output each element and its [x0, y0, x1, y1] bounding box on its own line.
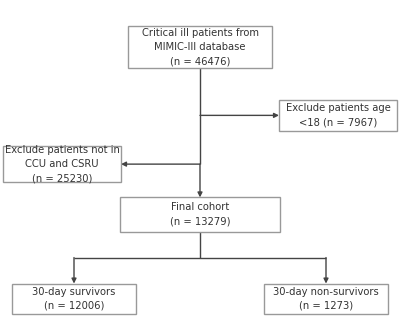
Text: 30-day non-survivors
(n = 1273): 30-day non-survivors (n = 1273): [273, 287, 379, 311]
Text: 30-day survivors
(n = 12006): 30-day survivors (n = 12006): [32, 287, 116, 311]
FancyBboxPatch shape: [279, 100, 397, 131]
FancyBboxPatch shape: [120, 197, 280, 231]
FancyBboxPatch shape: [3, 146, 121, 182]
FancyBboxPatch shape: [12, 283, 136, 315]
FancyBboxPatch shape: [128, 26, 272, 68]
Text: Exclude patients not in
CCU and CSRU
(n = 25230): Exclude patients not in CCU and CSRU (n …: [4, 145, 120, 183]
FancyBboxPatch shape: [264, 283, 388, 315]
Text: Critical ill patients from
MIMIC-III database
(n = 46476): Critical ill patients from MIMIC-III dat…: [142, 28, 258, 66]
Text: Exclude patients age
<18 (n = 7967): Exclude patients age <18 (n = 7967): [286, 103, 390, 127]
Text: Final cohort
(n = 13279): Final cohort (n = 13279): [170, 202, 230, 227]
